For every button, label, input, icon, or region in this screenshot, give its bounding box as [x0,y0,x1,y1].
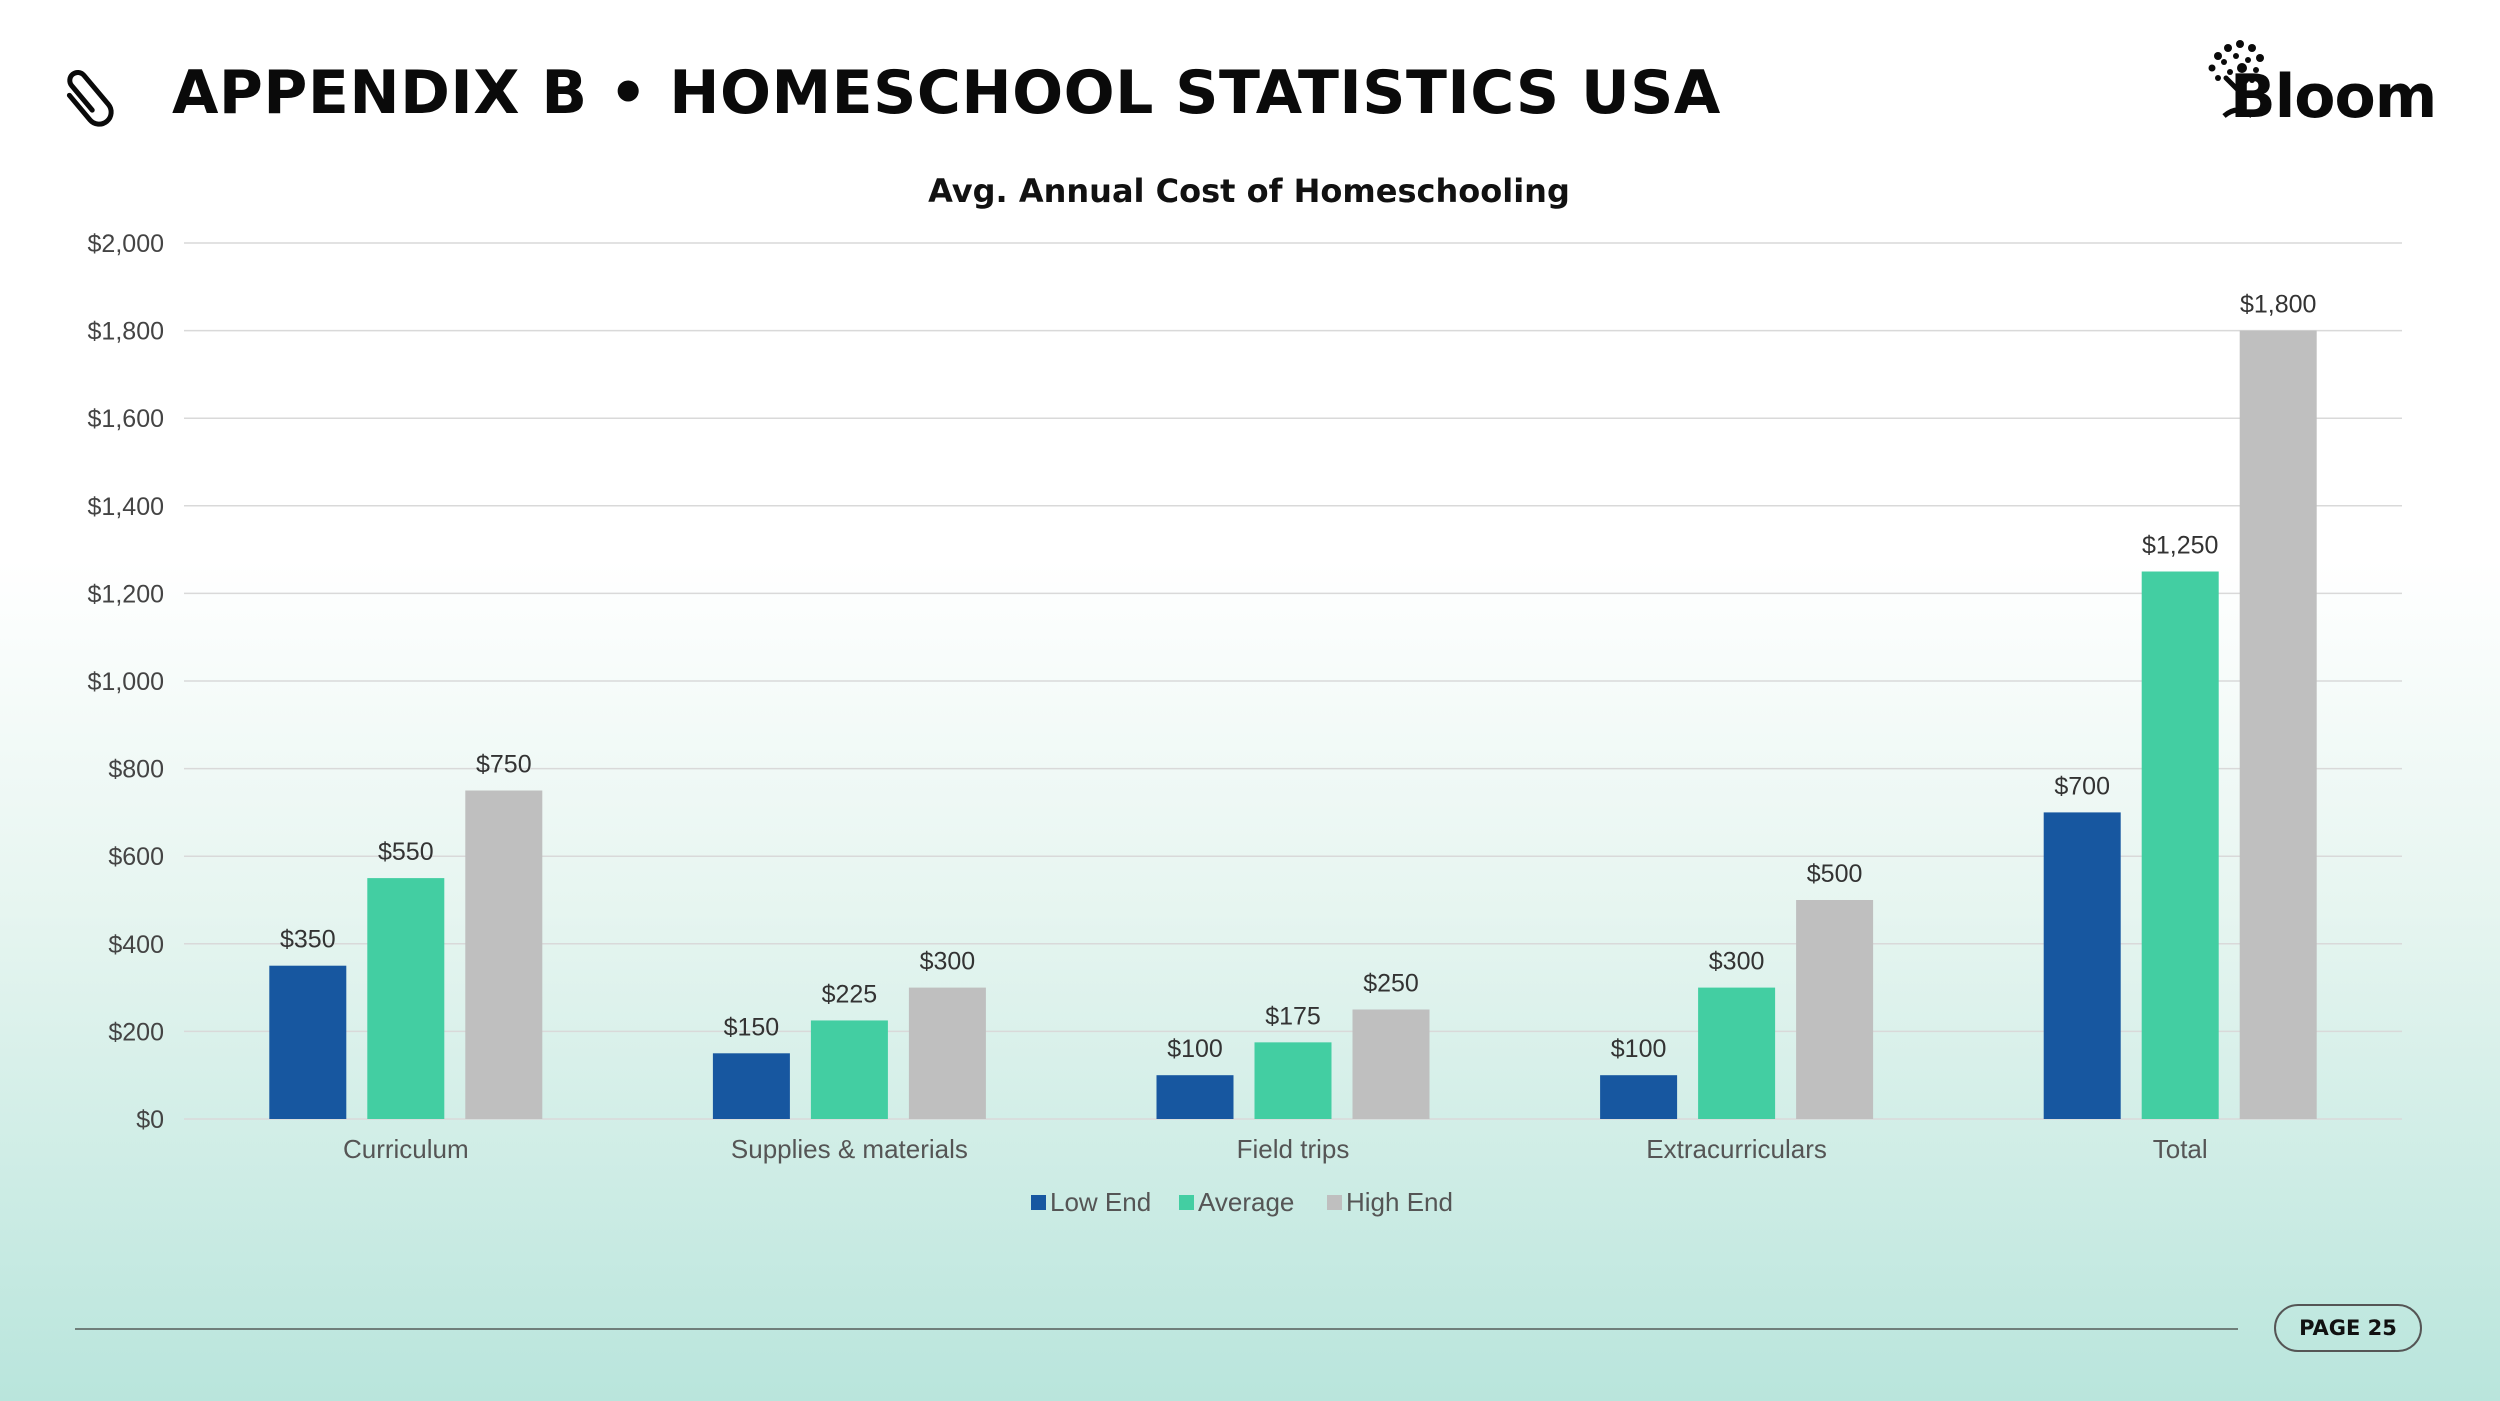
y-tick-label: $200 [108,1018,164,1046]
y-tick-label: $1,600 [88,405,164,433]
y-tick-label: $2,000 [88,230,164,258]
y-tick-label: $600 [108,843,164,871]
data-label: $250 [1363,970,1419,998]
chart-title: Avg. Annual Cost of Homeschooling [928,172,1570,210]
bar-high-end [1796,900,1874,1119]
data-label: $550 [378,838,434,866]
legend-item: High End [1346,1187,1453,1217]
data-label: $225 [822,980,878,1008]
data-label: $1,800 [2240,291,2316,319]
data-label: $100 [1167,1035,1223,1063]
y-tick-label: $800 [108,756,164,784]
legend-item: Average [1198,1187,1294,1217]
data-label: $350 [280,926,336,954]
gridlines [184,242,2402,1120]
bar-low-end [1600,1075,1678,1119]
y-tick-label: $1,000 [88,668,164,696]
x-tick-label: Extracurriculars [1646,1134,1827,1164]
page-number-badge: PAGE 25 [2274,1304,2422,1352]
paperclip-icon [66,69,114,127]
page-title: APPENDIX B • HOMESCHOOL STATISTICS USA [172,58,1721,128]
data-label: $750 [476,751,532,779]
bar-high-end [465,790,543,1119]
bars [269,330,2317,1120]
data-label: $100 [1611,1035,1667,1063]
legend-swatch [1179,1195,1194,1210]
legend: Low End Average High End [1031,1187,1453,1217]
x-tick-label: Curriculum [343,1134,469,1164]
legend-swatch [1031,1195,1046,1210]
bar-low-end [2043,812,2121,1119]
logo-text: Bloom [2230,62,2437,132]
data-label: $300 [1709,948,1765,976]
x-axis: Curriculum Supplies & materials Field trip… [343,1134,2208,1164]
bar-chart: Avg. Annual Cost of Homeschooling $0 $200… [88,172,2402,1217]
data-label: $150 [724,1013,780,1041]
x-tick-label: Total [2153,1134,2208,1164]
bar-average [2141,571,2219,1119]
data-label: $700 [2054,772,2110,800]
bar-high-end [908,987,986,1119]
x-tick-label: Supplies & materials [731,1134,968,1164]
data-label: $500 [1807,860,1863,888]
bar-high-end [1352,1009,1430,1119]
bar-average [810,1020,888,1119]
data-labels: $350 $550 $750 $150 $225 $300 $100 $175 $250 $100… [280,291,2316,1064]
bar-low-end [712,1053,790,1119]
y-tick-label: $0 [136,1106,164,1134]
bar-low-end [1156,1075,1234,1119]
data-label: $175 [1265,1002,1321,1030]
bar-average [1254,1042,1332,1119]
y-tick-label: $1,200 [88,580,164,608]
bar-high-end [2239,330,2317,1120]
bar-average [367,878,445,1119]
data-label: $1,250 [2142,532,2218,560]
footer-divider [75,1328,2238,1330]
bar-average [1698,987,1776,1119]
slide-header: APPENDIX B • HOMESCHOOL STATISTICS USA B… [0,0,2500,170]
tree-icon [2208,40,2264,118]
y-axis: $0 $200 $400 $600 $800 $1,000 $1,200 $1,400 $1,6… [88,230,164,1134]
y-tick-label: $1,800 [88,318,164,346]
x-tick-label: Field trips [1237,1134,1350,1164]
y-tick-label: $400 [108,931,164,959]
legend-swatch [1327,1195,1342,1210]
data-label: $300 [920,948,976,976]
legend-item: Low End [1050,1187,1151,1217]
bar-low-end [269,965,347,1119]
y-tick-label: $1,400 [88,493,164,521]
